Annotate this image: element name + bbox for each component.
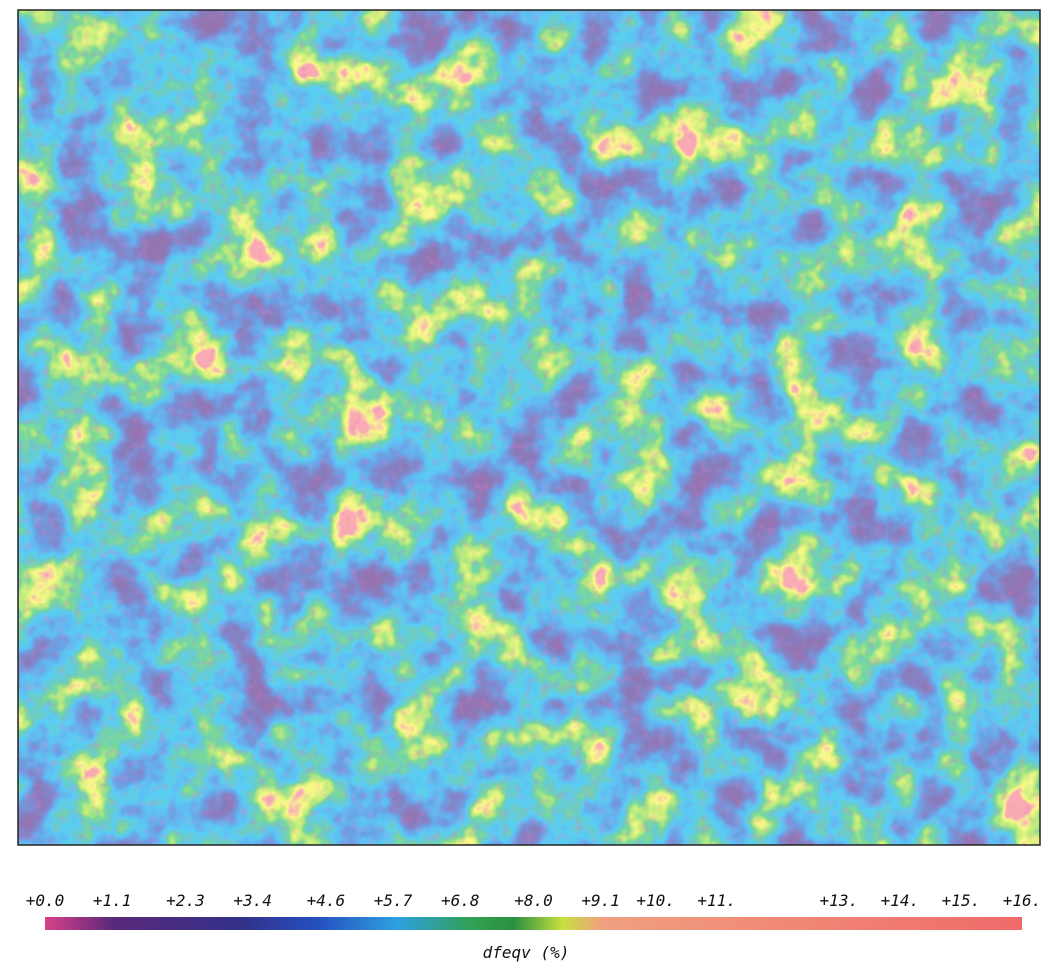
colorbar-label: dfeqv (%) [483,943,570,962]
colorbar-tick-label: +15. [942,891,981,910]
colorbar-tick-label: +8.0 [514,891,553,910]
colorbar-tick-label: +3.4 [233,891,272,910]
colorbar-tick-label: +9.1 [581,891,620,910]
colorbar-tick-label: +13. [820,891,859,910]
map-speckle [18,10,1040,845]
colorbar [45,917,1022,930]
colorbar-tick-label: +4.6 [307,891,346,910]
colorbar-tick-label: +2.3 [166,891,205,910]
colorbar-tick-label: +14. [881,891,920,910]
colorbar-tick-label: +16. [1003,891,1042,910]
colorbar-tick-label: +5.7 [374,891,413,910]
map-border [17,9,1041,846]
colorbar-tick-label: +1.1 [93,891,132,910]
colorbar-tick-label: +6.8 [441,891,480,910]
strain-map [17,9,1041,846]
colorbar-tick-label: +10. [636,891,675,910]
colorbar-tick-label: +0.0 [26,891,65,910]
colorbar-tick-label: +11. [697,891,736,910]
colorbar-ticks: +0.0 +1.1 +2.3 +3.4 +4.6 +5.7 +6.8 +8.0 +9.1 +10.… [26,891,1042,910]
